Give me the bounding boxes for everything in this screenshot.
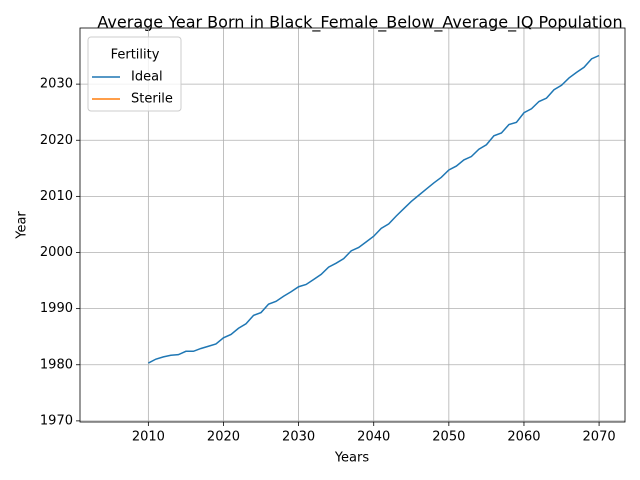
y-tick-label: 1990 (40, 301, 73, 316)
x-tick-label: 2050 (432, 430, 465, 445)
y-tick-label: 1970 (40, 413, 73, 428)
y-axis-label: Year (15, 211, 30, 240)
x-tick-label: 2070 (583, 430, 616, 445)
x-tick-label: 2020 (207, 430, 240, 445)
line-series (148, 54, 600, 364)
x-tick-label: 2030 (282, 430, 315, 445)
plot-frame (79, 27, 626, 423)
y-tick-label: 1980 (40, 357, 73, 372)
x-tick-label: 2040 (357, 430, 390, 445)
y-tick-label: 2000 (40, 245, 73, 260)
legend-label: Ideal (131, 70, 163, 85)
y-tick-label: 2030 (40, 77, 73, 92)
legend-box (87, 36, 182, 112)
y-tick-label: 2010 (40, 189, 73, 204)
legend-label: Sterile (131, 92, 173, 107)
x-tick-label: 2010 (132, 430, 165, 445)
x-tick-label: 2060 (507, 430, 540, 445)
chart-title: Average Year Born in Black_Female_Below_… (97, 13, 622, 33)
x-axis-label: Years (334, 451, 370, 466)
legend-title: Fertility (111, 48, 160, 63)
y-tick-label: 2020 (40, 133, 73, 148)
